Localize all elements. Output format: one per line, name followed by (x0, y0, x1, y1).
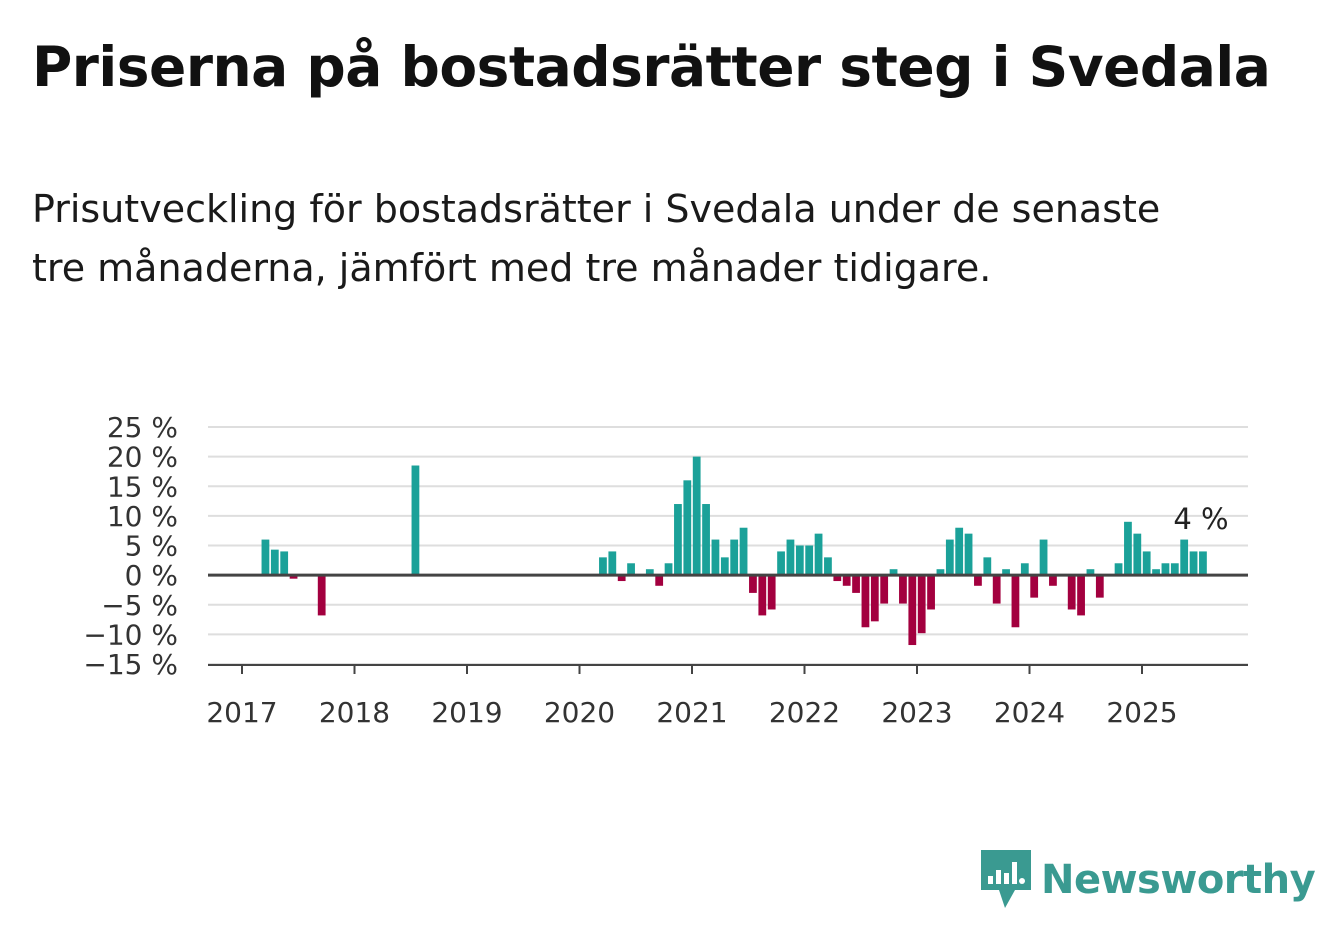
bar (749, 575, 757, 593)
bar (1124, 521, 1132, 576)
bar (861, 575, 870, 628)
bar (795, 545, 804, 576)
bar (1161, 563, 1170, 576)
bar (824, 557, 832, 576)
bar (739, 527, 748, 576)
bar (917, 575, 926, 634)
bar (964, 533, 973, 576)
bar (1095, 575, 1104, 598)
chart-subtitle: Prisutveckling för bostadsrätter i Sveda… (32, 187, 1161, 290)
bar (1086, 569, 1095, 576)
bar (280, 551, 289, 576)
bar (983, 557, 992, 576)
bar (899, 575, 907, 604)
x-tick-label: 2024 (994, 696, 1065, 729)
y-tick-label: 20 % (107, 441, 178, 474)
bar (730, 539, 739, 576)
bar (683, 480, 692, 576)
bar (655, 575, 664, 586)
bars (261, 456, 1207, 646)
bar (1114, 563, 1123, 576)
x-tick-label: 2025 (1106, 696, 1177, 729)
x-tick-label: 2023 (881, 696, 952, 729)
bar (1133, 533, 1142, 576)
bar (1170, 563, 1179, 576)
bar (974, 575, 982, 586)
bar (777, 551, 785, 576)
page-title: Priserna på bostadsrätter steg i Svedala (32, 35, 1271, 99)
bar (617, 575, 626, 582)
bar (880, 575, 889, 604)
bar (908, 575, 917, 646)
bar (767, 575, 776, 610)
axes (208, 573, 1248, 674)
bar (645, 569, 654, 576)
y-tick-label: −10 % (83, 618, 178, 651)
gridlines (208, 426, 1248, 665)
bar (608, 551, 617, 576)
bar (852, 575, 860, 593)
bar (936, 569, 945, 576)
bar (992, 575, 1001, 604)
bar (674, 504, 682, 576)
bar (1020, 563, 1029, 576)
bar (1199, 551, 1207, 576)
bar (889, 569, 898, 576)
price-change-bar-chart: −15 %−10 %−5 %0 %5 %10 %15 %20 %25 % 201… (83, 411, 1248, 729)
bar (599, 557, 607, 576)
bar (1002, 569, 1010, 576)
bar (1142, 551, 1151, 576)
x-tick-labels: 2017 2018 2019 2020 2021 2022 2023 2024 2025 (206, 696, 1177, 729)
bar (692, 456, 701, 576)
x-tick-label: 2019 (431, 696, 502, 729)
y-tick-labels: −15 %−10 %−5 %0 %5 %10 %15 %20 %25 % (83, 411, 178, 681)
bar (270, 549, 279, 576)
bar (1077, 575, 1085, 616)
x-tick-label: 2018 (319, 696, 390, 729)
bar (758, 575, 767, 616)
x-tick-label: 2021 (656, 696, 727, 729)
bar (1039, 539, 1048, 576)
bar (842, 575, 851, 586)
y-tick-label: 5 % (125, 530, 178, 563)
bar (870, 575, 879, 622)
bar (1067, 575, 1076, 610)
y-tick-label: −15 % (83, 648, 178, 681)
bar (1189, 551, 1198, 576)
bar (786, 539, 795, 576)
bar (720, 557, 729, 576)
bar (805, 545, 814, 576)
bar (702, 504, 710, 576)
y-tick-label: 0 % (125, 559, 178, 592)
bar (627, 563, 635, 576)
bar (927, 575, 935, 610)
bar (945, 539, 954, 576)
bar (317, 575, 326, 616)
newsworthy-logo: Newsworthy (981, 850, 1316, 910)
x-tick-label: 2022 (769, 696, 840, 729)
y-tick-label: 15 % (107, 470, 178, 503)
bar (289, 575, 298, 579)
bar (261, 539, 270, 576)
bar-chart-speech-bubble-icon (981, 850, 1031, 908)
bar (1152, 569, 1160, 576)
bar (814, 533, 823, 576)
y-tick-label: −5 % (101, 589, 178, 622)
bar (955, 527, 964, 576)
brand-name: Newsworthy (1041, 857, 1316, 903)
bar (411, 465, 420, 576)
bar (1180, 539, 1189, 576)
bar (1030, 575, 1039, 598)
y-tick-label: 10 % (107, 500, 178, 533)
x-tick-label: 2017 (206, 696, 277, 729)
y-tick-label: 25 % (107, 411, 178, 444)
bar (1011, 575, 1020, 628)
x-tick-label: 2020 (544, 696, 615, 729)
bar (711, 539, 720, 576)
bar (664, 563, 673, 576)
latest-value-annotation: 4 % (1173, 502, 1228, 536)
bar (1049, 575, 1057, 586)
bar (833, 575, 842, 582)
